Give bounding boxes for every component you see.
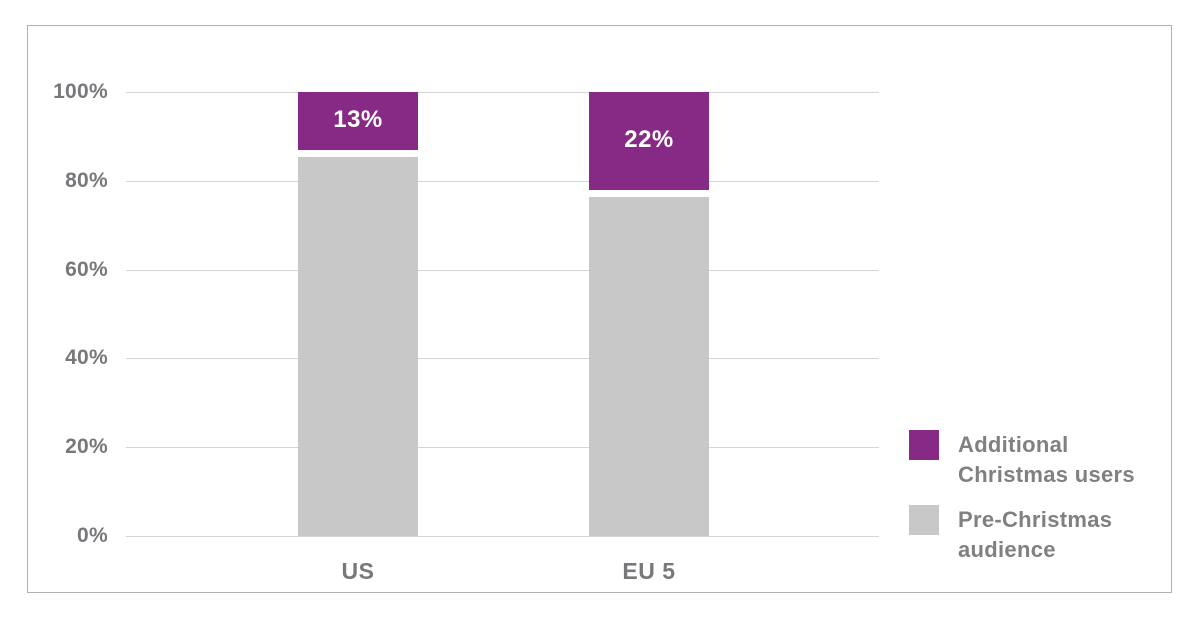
- legend-item-pre-christmas-audience: Pre-Christmas audience: [909, 505, 1159, 565]
- y-tick-label: 20%: [65, 435, 108, 459]
- legend: Additional Christmas users Pre-Christmas …: [909, 430, 1159, 580]
- gridline: [126, 269, 879, 271]
- gridline: [126, 536, 879, 537]
- bar-value-label: 22%: [624, 125, 674, 153]
- legend-item-additional-christmas-users: Additional Christmas users: [909, 430, 1159, 490]
- bar-segment-additional-christmas-users: 13%: [298, 92, 418, 150]
- y-tick-label: 60%: [65, 257, 108, 281]
- legend-label: Pre-Christmas audience: [958, 507, 1113, 562]
- y-tick-label: 0%: [77, 524, 108, 547]
- bar-eu-5: 22%: [589, 92, 709, 536]
- legend-label: Additional Christmas users: [958, 432, 1135, 487]
- x-category-label-eu-5: EU 5: [622, 558, 676, 584]
- chart-frame: 0% 20% 40% 60% 80% 100% 13% 22% US EU 5 Additio…: [27, 25, 1172, 593]
- bar-us: 13%: [298, 92, 418, 536]
- x-category-label-us: US: [341, 558, 375, 584]
- bar-segment-pre-christmas-audience: [298, 149, 418, 536]
- y-tick-label: 100%: [53, 80, 108, 103]
- gridline: [126, 358, 879, 360]
- bar-segment-additional-christmas-users: 22%: [589, 92, 709, 190]
- bar-segment-pre-christmas-audience: [589, 189, 709, 536]
- legend-swatch-additional-christmas-users: [909, 430, 939, 460]
- y-tick-label: 80%: [65, 168, 108, 192]
- legend-swatch-pre-christmas-audience: [909, 505, 939, 535]
- gridline: [126, 180, 879, 182]
- gridline: [126, 92, 879, 93]
- plot-area: 0% 20% 40% 60% 80% 100% 13% 22%: [53, 81, 879, 547]
- gridline: [126, 447, 879, 449]
- bar-value-label: 13%: [333, 105, 383, 133]
- y-tick-label: 40%: [65, 346, 108, 370]
